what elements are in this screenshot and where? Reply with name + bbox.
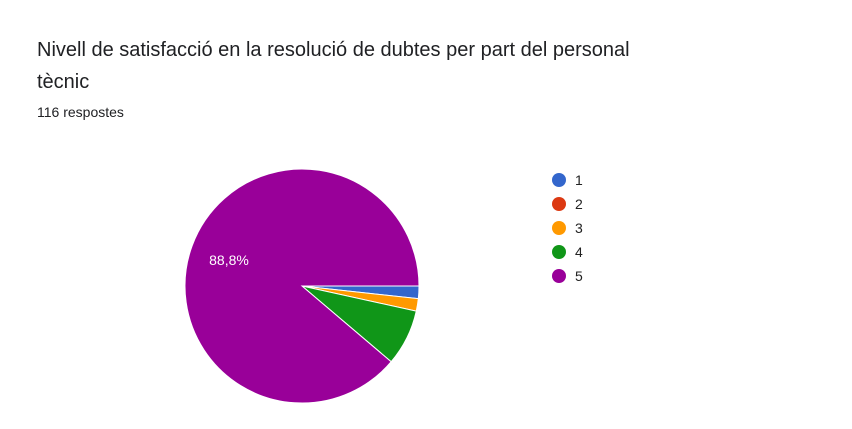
data-label-5: 88,8% xyxy=(209,252,249,268)
legend: 1 2 3 4 5 xyxy=(552,168,583,288)
legend-label: 4 xyxy=(575,244,583,260)
legend-swatch xyxy=(552,221,566,235)
pie-slice-5[interactable] xyxy=(184,168,420,404)
legend-label: 3 xyxy=(575,220,583,236)
legend-item-1[interactable]: 1 xyxy=(552,168,583,192)
chart-title: Nivell de satisfacció en la resolució de… xyxy=(37,39,630,93)
legend-label: 1 xyxy=(575,172,583,188)
legend-label: 2 xyxy=(575,196,583,212)
legend-swatch xyxy=(552,173,566,187)
response-count: 116 respostes xyxy=(37,104,124,120)
legend-swatch xyxy=(552,269,566,283)
legend-item-2[interactable]: 2 xyxy=(552,192,583,216)
legend-label: 5 xyxy=(575,268,583,284)
legend-swatch xyxy=(552,245,566,259)
legend-item-5[interactable]: 5 xyxy=(552,264,583,288)
legend-swatch xyxy=(552,197,566,211)
legend-item-4[interactable]: 4 xyxy=(552,240,583,264)
legend-item-3[interactable]: 3 xyxy=(552,216,583,240)
